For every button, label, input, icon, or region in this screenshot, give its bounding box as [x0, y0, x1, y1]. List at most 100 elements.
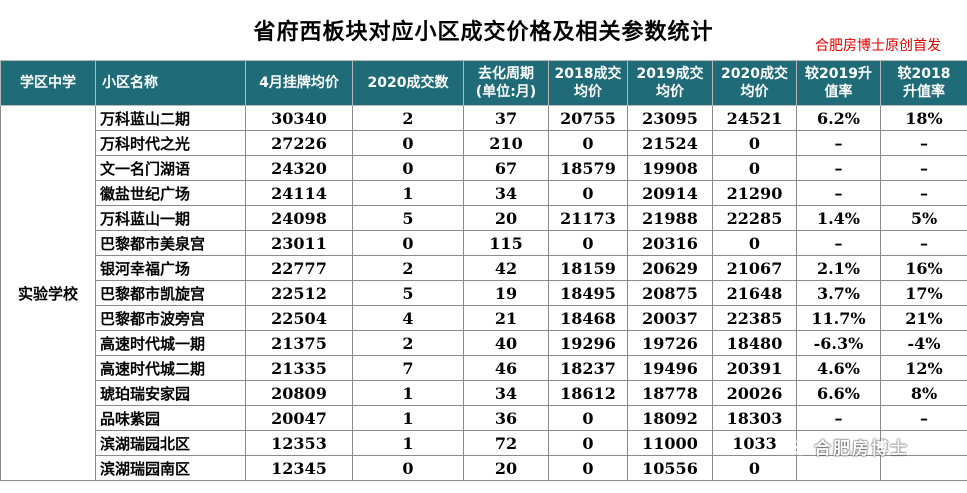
cell-deals: 2 [352, 330, 464, 356]
cell-deals: 1 [352, 430, 464, 456]
header-price-2019: 2019成交 均价 [627, 60, 713, 106]
header-price-2018: 2018成交 均价 [548, 60, 628, 106]
table-row: 万科时代之光 27226 0 210 0 21524 0– – [1, 130, 967, 156]
cell-deals: 0 [352, 155, 464, 181]
cell-p2019: 23095 [627, 105, 713, 131]
cell-p2018: 21173 [548, 205, 628, 231]
cell-april: 20809 [245, 380, 353, 406]
cell-p2019: 20875 [627, 280, 713, 306]
cell-name: 滨湖瑞园南区 [95, 455, 246, 481]
cell-vs2018: 8% [880, 380, 967, 406]
cell-april: 24098 [245, 205, 353, 231]
cell-vs2018: 16% [880, 255, 967, 281]
cell-p2018: 0 [548, 230, 628, 256]
cell-p2019: 20914 [627, 180, 713, 206]
table-row: 银河幸福广场 22777 2 42 18159 20629 21067 2.1% 16% [1, 255, 967, 281]
header-cycle: 去化周期 (单位:月) [463, 60, 549, 106]
cell-p2019: 18778 [627, 380, 713, 406]
table-row: 滨湖瑞园南区 12345 0 20 0 10556 0 [1, 455, 967, 481]
cell-p2020: 20026 [712, 380, 797, 406]
cell-p2020: 0 [712, 230, 797, 256]
cell-p2020: 0 [712, 455, 797, 481]
cell-deals: 1 [352, 380, 464, 406]
cell-vs2019: – [796, 155, 881, 181]
cell-april: 27226 [245, 130, 353, 156]
cell-name: 万科蓝山一期 [95, 205, 246, 231]
title-row: 省府西板块对应小区成交价格及相关参数统计 合肥房博士原创首发 [0, 0, 967, 61]
header-deals-2020: 2020成交数 [352, 60, 464, 106]
cell-name: 徽盐世纪广场 [95, 180, 246, 206]
header-name: 小区名称 [95, 60, 246, 106]
table-row: 万科蓝山一期 24098 5 20 21173 21988 22285 1.4% 5% [1, 205, 967, 231]
cell-cycle: 20 [463, 455, 549, 481]
cell-p2020: 21290 [712, 180, 797, 206]
cell-cycle: 210 [463, 130, 549, 156]
cell-cycle: 40 [463, 330, 549, 356]
cell-vs2019 [796, 455, 881, 481]
cell-cycle: 42 [463, 255, 549, 281]
cell-name: 巴黎都市美泉宫 [95, 230, 246, 256]
cell-cycle: 115 [463, 230, 549, 256]
header-vs-2019: 较2019升 值率 [796, 60, 881, 106]
cell-cycle: 20 [463, 205, 549, 231]
cell-deals: 0 [352, 455, 464, 481]
cell-deals: 4 [352, 305, 464, 331]
cell-p2020: 18480 [712, 330, 797, 356]
cell-p2019: 19496 [627, 355, 713, 381]
table-row: 徽盐世纪广场 24114 1 34 0 20914 21290– – [1, 180, 967, 206]
cell-cycle: 34 [463, 180, 549, 206]
school-cell: 实验学校 [0, 105, 96, 481]
cell-name: 滨湖瑞园北区 [95, 430, 246, 456]
cell-p2020: 0 [712, 130, 797, 156]
cell-name: 银河幸福广场 [95, 255, 246, 281]
cell-name: 文一名门湖语 [95, 155, 246, 181]
cell-vs2019: 2.1% [796, 255, 881, 281]
cell-p2018: 20755 [548, 105, 628, 131]
cell-vs2019: 4.6% [796, 355, 881, 381]
cell-april: 24320 [245, 155, 353, 181]
cell-vs2019: 1.4% [796, 205, 881, 231]
wechat-icon [788, 440, 808, 456]
cell-p2018: 18495 [548, 280, 628, 306]
table-row: 巴黎都市凯旋宫 22512 5 19 18495 20875 21648 3.7% 17% [1, 280, 967, 306]
cell-p2018: 18237 [548, 355, 628, 381]
cell-april: 21335 [245, 355, 353, 381]
cell-name: 高速时代城二期 [95, 355, 246, 381]
cell-cycle: 72 [463, 430, 549, 456]
cell-april: 30340 [245, 105, 353, 131]
cell-p2019: 19908 [627, 155, 713, 181]
header-row: 学区中学 小区名称 4月挂牌均价 2020成交数 去化周期 (单位:月) 2018… [0, 60, 967, 106]
table-row: 高速时代城二期 21335 7 46 18237 19496 20391 4.6% 12% [1, 355, 967, 381]
cell-april: 20047 [245, 405, 353, 431]
cell-vs2018 [880, 455, 967, 481]
cell-april: 22504 [245, 305, 353, 331]
cell-p2019: 21524 [627, 130, 713, 156]
cell-vs2018: 12% [880, 355, 967, 381]
cell-cycle: 67 [463, 155, 549, 181]
cell-deals: 5 [352, 205, 464, 231]
header-april-price: 4月挂牌均价 [245, 60, 353, 106]
cell-vs2019: -6.3% [796, 330, 881, 356]
cell-vs2018: – [880, 405, 967, 431]
header-vs-2018: 较2018 升值率 [880, 60, 967, 106]
cell-vs2018: – [880, 180, 967, 206]
cell-deals: 0 [352, 230, 464, 256]
header-school: 学区中学 [0, 60, 96, 106]
cell-april: 24114 [245, 180, 353, 206]
cell-vs2019: 6.6% [796, 380, 881, 406]
cell-deals: 5 [352, 280, 464, 306]
cell-p2018: 0 [548, 130, 628, 156]
cell-p2019: 20629 [627, 255, 713, 281]
cell-cycle: 21 [463, 305, 549, 331]
cell-april: 22512 [245, 280, 353, 306]
cell-p2020: 22285 [712, 205, 797, 231]
cell-p2019: 20037 [627, 305, 713, 331]
cell-p2019: 19726 [627, 330, 713, 356]
cell-vs2019: – [796, 180, 881, 206]
cell-april: 23011 [245, 230, 353, 256]
cell-p2018: 18579 [548, 155, 628, 181]
cell-vs2018: -4% [880, 330, 967, 356]
cell-cycle: 46 [463, 355, 549, 381]
cell-p2019: 20316 [627, 230, 713, 256]
cell-deals: 2 [352, 255, 464, 281]
